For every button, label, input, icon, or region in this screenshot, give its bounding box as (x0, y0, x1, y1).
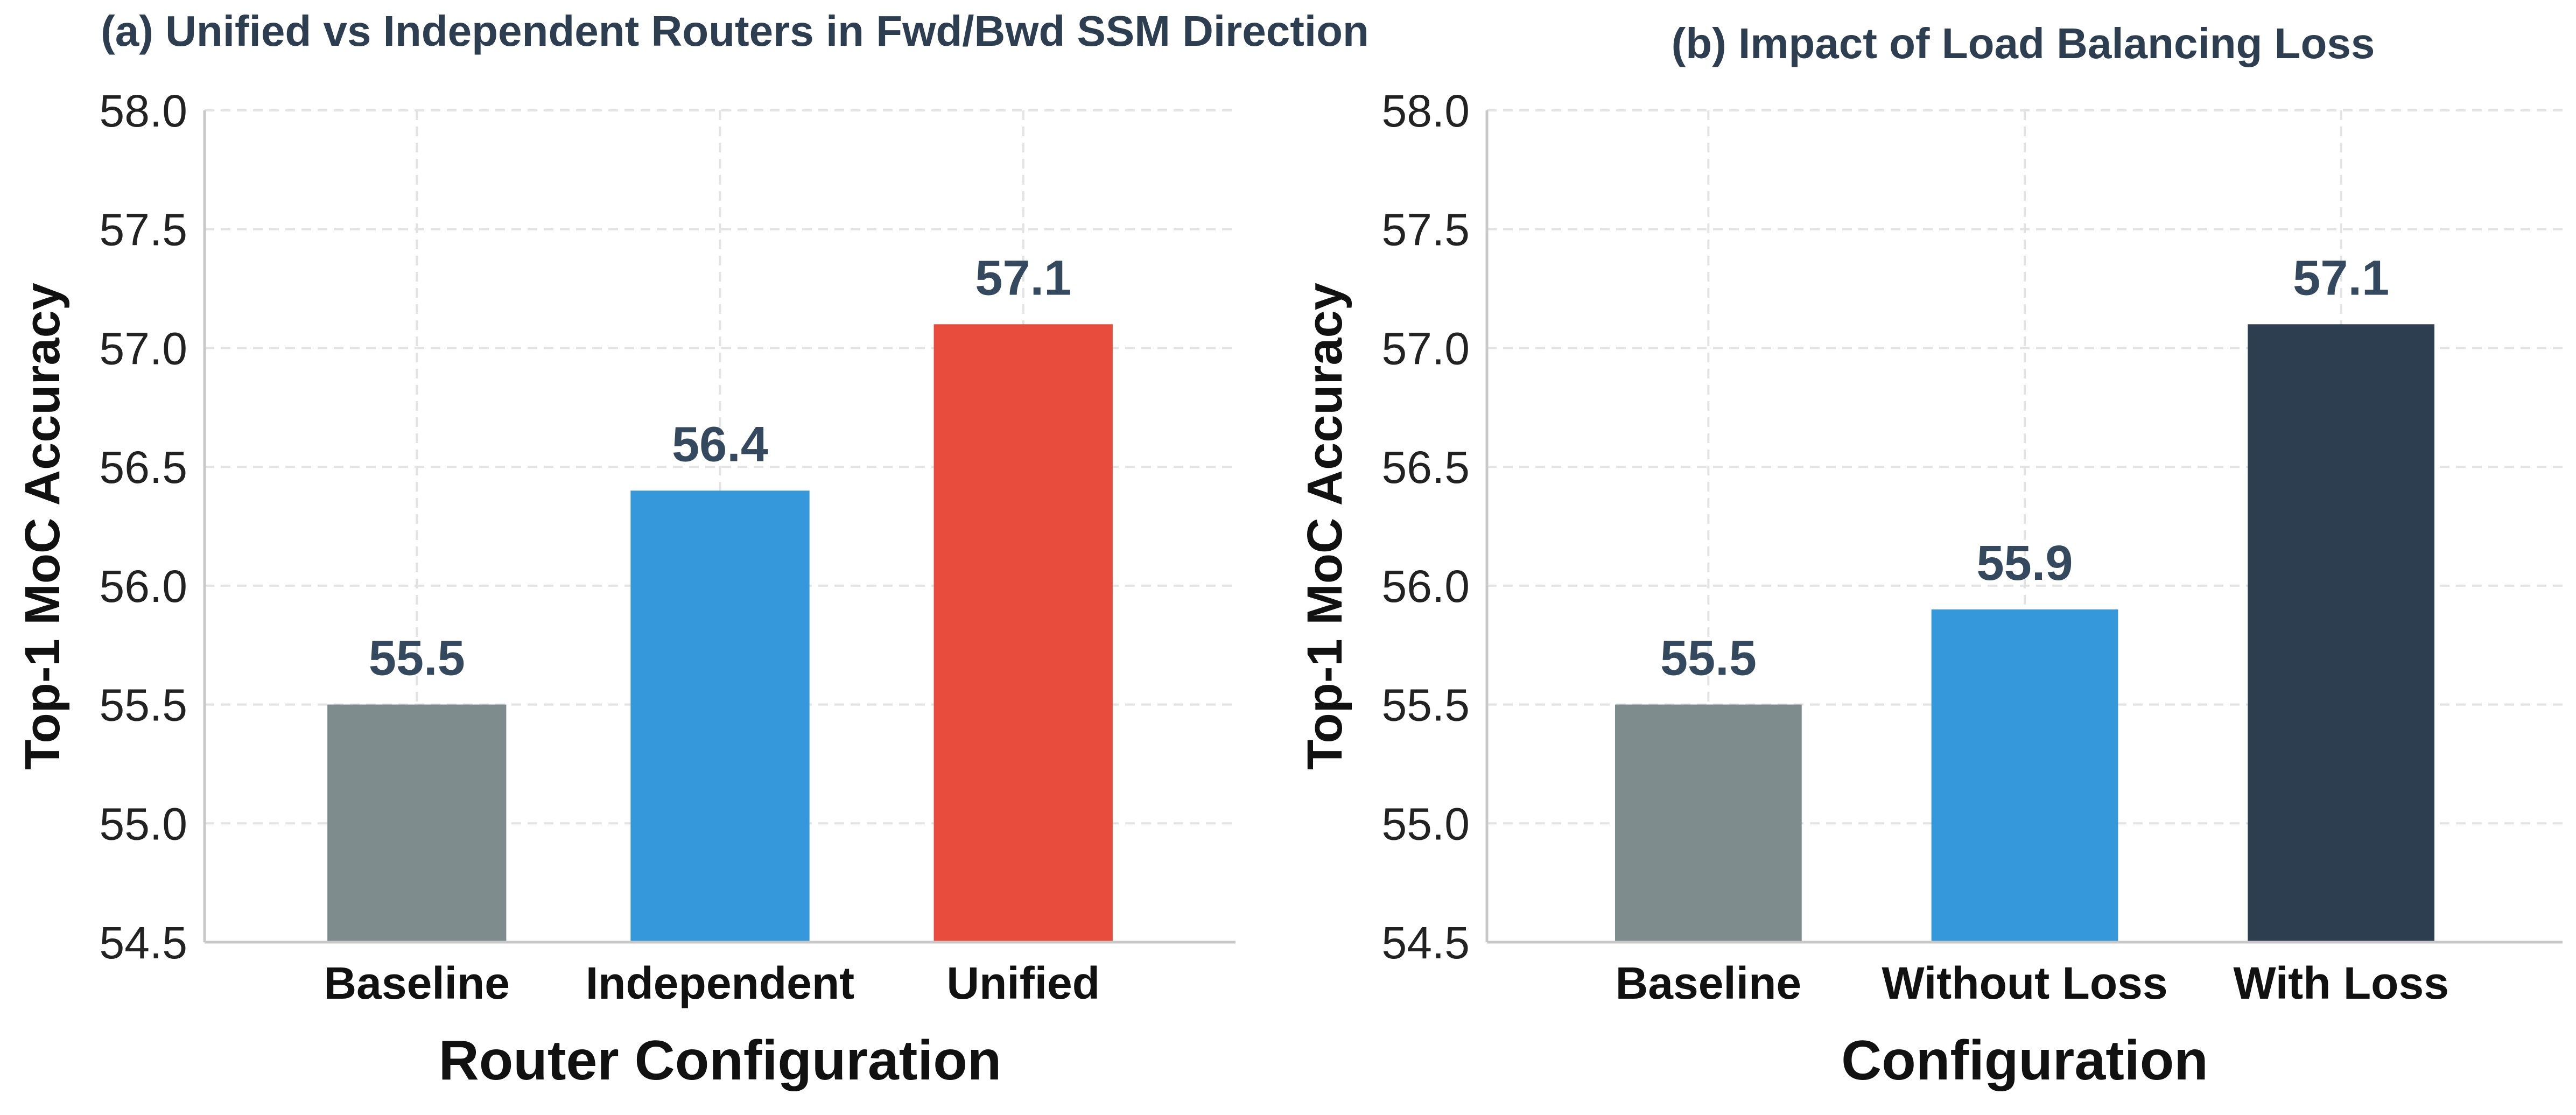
panel-a-y-tick-label: 57.5 (100, 205, 188, 255)
panel-b-title: (b) Impact of Load Balancing Loss (1672, 19, 2375, 67)
panel-b-y-axis-label: Top-1 MoC Accuracy (1297, 283, 1352, 770)
panel-b-x-axis-label: Configuration (1841, 1029, 2208, 1092)
panel-a-chart: (a) Unified vs Independent Routers in Fw… (15, 7, 1369, 1092)
panel-a-bar-unified (933, 324, 1113, 943)
panel-b-chart: (b) Impact of Load Balancing Loss 55.5 55.… (1297, 19, 2563, 1092)
panel-a-value-label: 55.5 (369, 631, 465, 686)
panel-a-y-tick-label: 57.0 (100, 323, 188, 374)
panel-b-y-tick-label: 58.0 (1382, 86, 1470, 136)
panel-b-y-tick-label: 55.5 (1382, 680, 1470, 731)
panel-a-y-tick-label: 58.0 (100, 86, 188, 136)
panel-a-y-tick-label: 55.0 (100, 798, 188, 849)
panel-a-x-tick-label: Baseline (324, 958, 510, 1008)
panel-a-x-axis-label: Router Configuration (439, 1029, 1002, 1092)
panel-a-value-label: 57.1 (975, 250, 1071, 305)
panel-b-y-tick-label: 56.5 (1382, 442, 1470, 493)
panel-a-y-tick-label: 54.5 (100, 917, 188, 968)
panel-a-y-tick-label: 56.5 (100, 442, 188, 493)
panel-b-x-tick-label: Without Loss (1882, 958, 2167, 1008)
panel-a-y-axis-label: Top-1 MoC Accuracy (15, 283, 70, 770)
panel-a-bar-independent (630, 490, 810, 942)
panel-b-value-label: 55.5 (1660, 631, 1757, 686)
panel-b-y-tick-label: 55.0 (1382, 798, 1470, 849)
panel-b-y-tick-label: 57.0 (1382, 323, 1470, 374)
panel-b-value-label: 57.1 (2293, 250, 2389, 305)
panel-a-x-tick-label: Independent (586, 958, 854, 1008)
panel-a-y-tick-label: 55.5 (100, 680, 188, 731)
panel-b-x-tick-label: With Loss (2233, 958, 2449, 1008)
panel-b-bar-baseline (1615, 704, 1802, 942)
panel-b-y-tick-label: 54.5 (1382, 917, 1470, 968)
panel-b-bar-with-loss (2248, 324, 2435, 943)
panel-a-title: (a) Unified vs Independent Routers in Fw… (101, 7, 1369, 55)
panel-b-y-tick-label: 56.0 (1382, 561, 1470, 612)
panel-a-bar-baseline (327, 704, 507, 942)
panel-b-x-tick-label: Baseline (1616, 958, 1802, 1008)
panel-a-x-tick-label: Unified (946, 958, 1100, 1008)
panel-a-value-label: 56.4 (672, 417, 768, 472)
panel-a-y-tick-label: 56.0 (100, 561, 188, 612)
panel-b-y-tick-label: 57.5 (1382, 205, 1470, 255)
panel-b-bar-without-loss (1931, 609, 2118, 942)
panel-b-value-label: 55.9 (1976, 536, 2073, 591)
